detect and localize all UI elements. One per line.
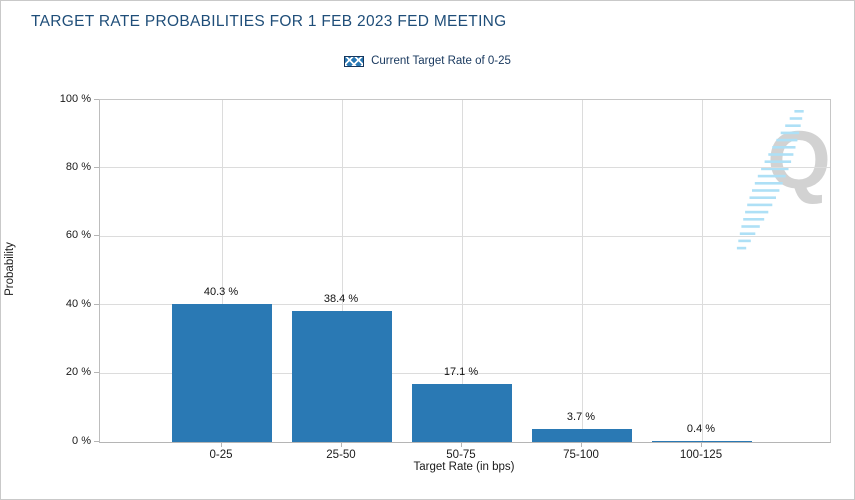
bar — [292, 310, 392, 442]
y-tick-label: 60 % — [65, 229, 91, 242]
watermark-swoosh-dash — [752, 189, 780, 192]
x-category-label: 50-75 — [446, 449, 476, 461]
watermark-swoosh-dash — [764, 160, 792, 163]
y-tick-label: 40 % — [65, 297, 91, 310]
y-tick-label: 0 % — [72, 434, 91, 447]
y-tick — [94, 372, 99, 374]
bar-value-label: 0.4 % — [686, 422, 716, 435]
x-tick — [221, 442, 222, 447]
y-axis-title: Probability — [4, 242, 16, 296]
watermark-swoosh-dash — [789, 117, 803, 120]
legend-swatch-crosshatch — [344, 55, 365, 67]
watermark-swoosh-dash — [754, 182, 783, 185]
bar-value-label: 3.7 % — [566, 411, 596, 424]
watermark-swoosh-dash — [745, 210, 769, 214]
watermark-swoosh — [736, 110, 804, 250]
watermark-swoosh-dash — [739, 232, 756, 235]
x-gridline — [222, 100, 223, 442]
bar-value-label: 17.1 % — [443, 365, 479, 378]
watermark-swoosh-dash — [747, 203, 773, 207]
watermark-swoosh-dash — [741, 225, 760, 228]
x-tick — [341, 442, 342, 447]
watermark-swoosh-dash — [743, 218, 765, 221]
x-category-label: 100-125 — [679, 449, 723, 461]
y-gridline — [100, 372, 830, 374]
x-category-label: 75-100 — [563, 449, 599, 461]
legend: Current Target Rate of 0-25 — [1, 55, 854, 67]
bar — [172, 304, 272, 442]
watermark-swoosh-dash — [785, 124, 801, 127]
x-category-label: 25-50 — [326, 449, 356, 461]
watermark-swoosh-dash — [780, 131, 800, 135]
watermark-swoosh-dash — [794, 110, 804, 113]
x-tick — [461, 442, 462, 447]
bar-value-label: 38.4 % — [323, 292, 359, 305]
watermark-swoosh-dash — [768, 153, 794, 156]
watermark-swoosh-dash — [736, 246, 747, 250]
watermark-q-logo: Q — [736, 110, 829, 250]
y-tick-label: 100 % — [59, 92, 91, 105]
watermark-swoosh-dash — [738, 239, 751, 243]
bar — [412, 383, 512, 442]
y-tick — [94, 303, 99, 305]
y-gridline — [100, 304, 830, 306]
y-tick-label: 80 % — [65, 160, 91, 173]
x-gridline — [462, 100, 463, 442]
x-axis-title: Target Rate (in bps) — [413, 461, 515, 473]
y-gridline — [100, 167, 830, 169]
y-tick — [94, 166, 99, 168]
bar — [652, 440, 752, 442]
legend-label: Current Target Rate of 0-25 — [371, 55, 511, 67]
x-tick — [701, 442, 702, 447]
chart-title: TARGET RATE PROBABILITIES FOR 1 FEB 2023… — [31, 13, 507, 30]
bar-value-label: 40.3 % — [203, 286, 239, 299]
x-tick — [581, 442, 582, 447]
watermark-swoosh-dash — [749, 196, 776, 199]
y-tick-label: 20 % — [65, 366, 91, 379]
y-gridline — [100, 235, 830, 237]
watermark-swoosh-dash — [757, 174, 786, 178]
x-category-label: 0-25 — [209, 449, 233, 461]
y-tick — [94, 98, 99, 100]
x-gridline — [702, 100, 703, 442]
plot-area: Q — [99, 99, 831, 443]
y-tick — [94, 235, 99, 237]
watermark-swoosh-dash — [776, 138, 798, 142]
y-tick — [94, 440, 99, 442]
bar — [532, 429, 632, 442]
watermark-swoosh-dash — [772, 146, 796, 149]
x-gridline — [342, 100, 343, 442]
watermark-letter: Q — [767, 115, 829, 206]
x-gridline — [582, 100, 583, 442]
